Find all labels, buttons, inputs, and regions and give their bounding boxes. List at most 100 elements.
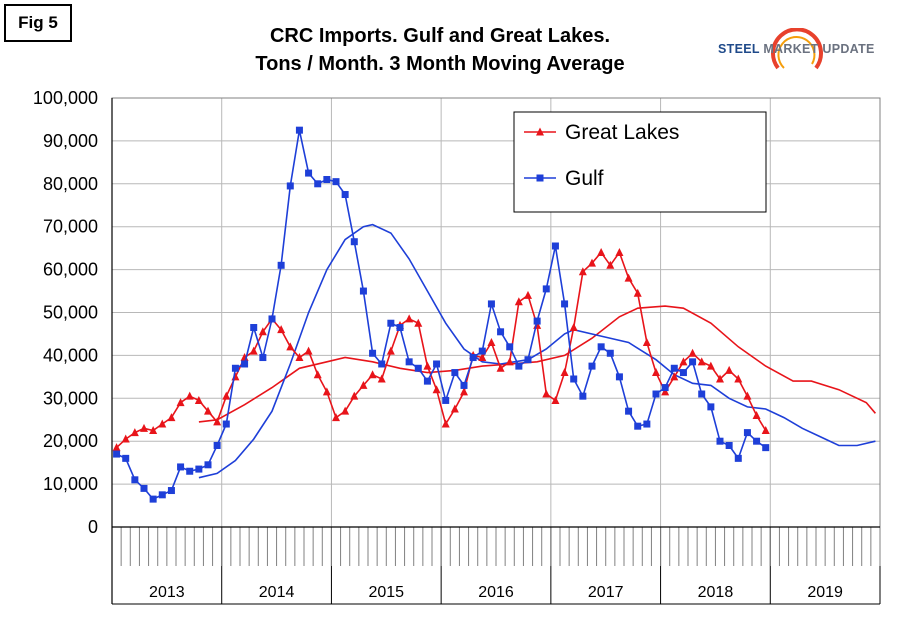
data-point-gulf — [314, 180, 322, 188]
data-point-gulf — [122, 454, 130, 462]
data-point-great-lakes — [194, 395, 203, 404]
data-point-great-lakes — [670, 372, 679, 381]
trend-lines — [198, 223, 877, 479]
data-point-gulf — [305, 169, 313, 177]
data-point-gulf — [158, 491, 166, 499]
data-point-gulf — [570, 375, 578, 383]
data-point-great-lakes — [185, 391, 194, 400]
data-point-gulf — [167, 487, 175, 495]
data-point-great-lakes — [341, 406, 350, 415]
logo-swoosh-icon — [771, 28, 823, 70]
y-tick-label: 90,000 — [43, 131, 98, 151]
data-point-great-lakes — [478, 353, 487, 362]
data-point-great-lakes — [725, 365, 734, 374]
data-point-gulf — [140, 484, 148, 492]
year-label: 2015 — [368, 584, 404, 601]
data-point-great-lakes — [167, 413, 176, 422]
year-label: 2018 — [698, 584, 734, 601]
data-point-gulf — [350, 238, 358, 246]
data-point-gulf — [597, 343, 605, 351]
data-point-great-lakes — [496, 363, 505, 372]
y-tick-label: 50,000 — [43, 303, 98, 323]
data-point-gulf — [524, 356, 532, 364]
data-point-gulf — [497, 328, 505, 336]
data-point-gulf — [515, 362, 523, 370]
data-point-gulf — [707, 403, 715, 411]
data-point-great-lakes — [487, 338, 496, 347]
data-point-gulf — [277, 261, 285, 269]
data-point-great-lakes — [213, 417, 222, 426]
legend-swatch-marker-great-lakes — [536, 127, 544, 136]
data-point-gulf — [652, 390, 660, 398]
data-point-gulf — [442, 396, 450, 404]
data-point-gulf — [177, 463, 185, 471]
data-point-great-lakes — [176, 398, 185, 407]
data-point-gulf — [378, 360, 386, 368]
data-point-gulf — [451, 369, 459, 377]
data-point-gulf — [323, 176, 331, 184]
data-point-gulf — [204, 461, 212, 469]
data-point-gulf — [643, 420, 651, 428]
data-point-great-lakes — [450, 404, 459, 413]
data-point-great-lakes — [432, 385, 441, 394]
figure-label: Fig 5 — [4, 4, 72, 42]
data-point-great-lakes — [249, 346, 258, 355]
data-point-great-lakes — [277, 325, 286, 334]
data-point-great-lakes — [140, 423, 148, 432]
data-point-gulf — [579, 392, 587, 400]
data-point-great-lakes — [286, 342, 295, 351]
data-point-great-lakes — [752, 410, 761, 419]
data-point-gulf — [698, 390, 706, 398]
data-point-great-lakes — [304, 346, 313, 355]
data-point-great-lakes — [514, 297, 523, 306]
data-point-great-lakes — [231, 372, 240, 381]
data-point-gulf — [478, 347, 486, 355]
data-point-great-lakes — [441, 419, 450, 428]
logo-text-steel: STEEL — [718, 42, 760, 56]
data-point-gulf — [506, 343, 514, 351]
data-point-great-lakes — [505, 357, 514, 366]
legend-swatch-marker-gulf — [536, 174, 544, 182]
logo-text: STEEL MARKET UPDATE — [718, 42, 875, 56]
data-point-gulf — [149, 495, 157, 503]
data-point-gulf — [734, 454, 742, 462]
data-point-gulf — [286, 182, 294, 190]
data-point-gulf — [661, 384, 669, 392]
data-point-gulf — [341, 191, 349, 199]
data-point-gulf — [460, 381, 468, 389]
data-point-gulf — [259, 354, 267, 362]
data-point-great-lakes — [560, 368, 569, 377]
data-point-great-lakes — [615, 247, 624, 256]
data-point-gulf — [186, 467, 194, 475]
trend-line-gulf — [198, 223, 876, 479]
chart-axes: 0 10,000 20,000 30,000 40,000 50,000 60,000 70,… — [33, 88, 881, 605]
data-point-gulf — [469, 354, 477, 362]
data-point-great-lakes — [460, 387, 468, 396]
data-point-gulf — [725, 441, 733, 449]
data-point-great-lakes — [551, 395, 560, 404]
data-point-gulf — [634, 422, 642, 430]
chart-title-line-2: Tons / Month. 3 Month Moving Average — [255, 53, 625, 75]
data-point-great-lakes — [697, 357, 706, 366]
y-tick-label: 70,000 — [43, 217, 98, 237]
data-point-gulf — [359, 287, 367, 295]
data-point-great-lakes — [204, 406, 212, 415]
data-point-great-lakes — [405, 314, 414, 323]
data-point-gulf — [551, 242, 559, 250]
data-point-great-lakes — [661, 387, 670, 396]
data-point-gulf — [295, 126, 303, 134]
data-point-gulf — [250, 324, 258, 332]
year-label: 2016 — [478, 584, 514, 601]
data-point-great-lakes — [588, 258, 596, 267]
data-point-gulf — [743, 429, 751, 437]
data-point-gulf — [533, 317, 541, 325]
data-point-great-lakes — [716, 374, 724, 383]
data-point-gulf — [396, 324, 404, 332]
y-tick-label: 40,000 — [43, 345, 98, 365]
y-tick-label: 100,000 — [33, 88, 98, 108]
data-point-gulf — [268, 315, 276, 323]
data-point-gulf — [369, 349, 377, 357]
data-point-great-lakes — [322, 387, 331, 396]
data-point-great-lakes — [350, 391, 359, 400]
data-point-gulf — [606, 349, 614, 357]
